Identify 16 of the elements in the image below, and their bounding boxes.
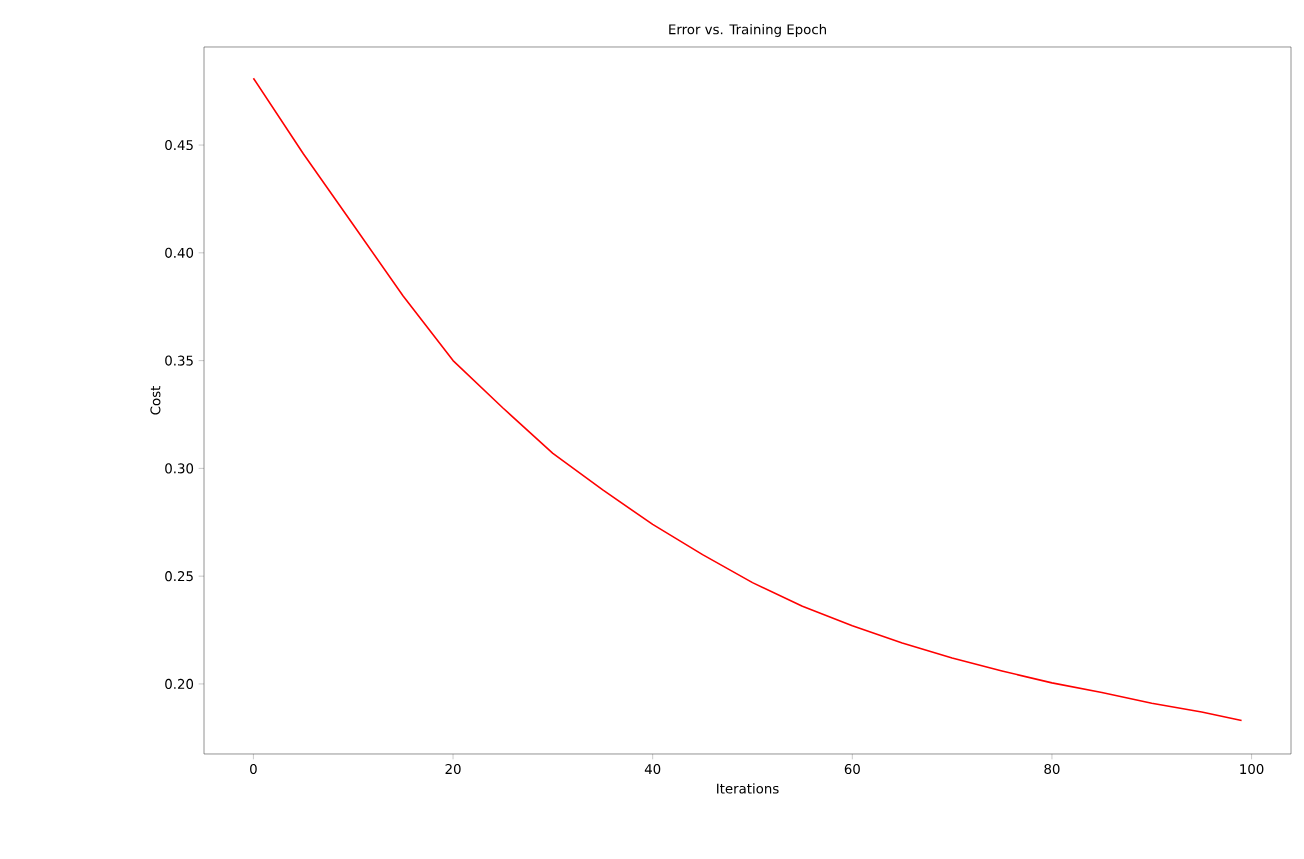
y-tick-label: 0.45	[165, 140, 193, 151]
x-tick-label: 100	[1240, 764, 1264, 775]
x-tick-label: 20	[445, 764, 461, 775]
y-tick-label: 0.40	[165, 247, 194, 258]
y-tick-label: 0.25	[165, 571, 193, 582]
y-axis-title: Cost	[150, 385, 161, 415]
x-tick-label: 80	[1044, 764, 1060, 775]
y-tick-label: 0.20	[165, 678, 194, 689]
x-tick-label: 40	[644, 764, 661, 775]
x-tick-label: 60	[844, 764, 860, 775]
y-tick-label: 0.35	[165, 355, 193, 366]
chart-title: Error vs. Training Epoch	[669, 24, 826, 37]
y-tick-label: 0.30	[165, 463, 194, 474]
x-tick-label: 0	[250, 764, 257, 775]
x-axis-title: Iterations	[717, 783, 779, 794]
line-series	[252, 77, 1243, 722]
